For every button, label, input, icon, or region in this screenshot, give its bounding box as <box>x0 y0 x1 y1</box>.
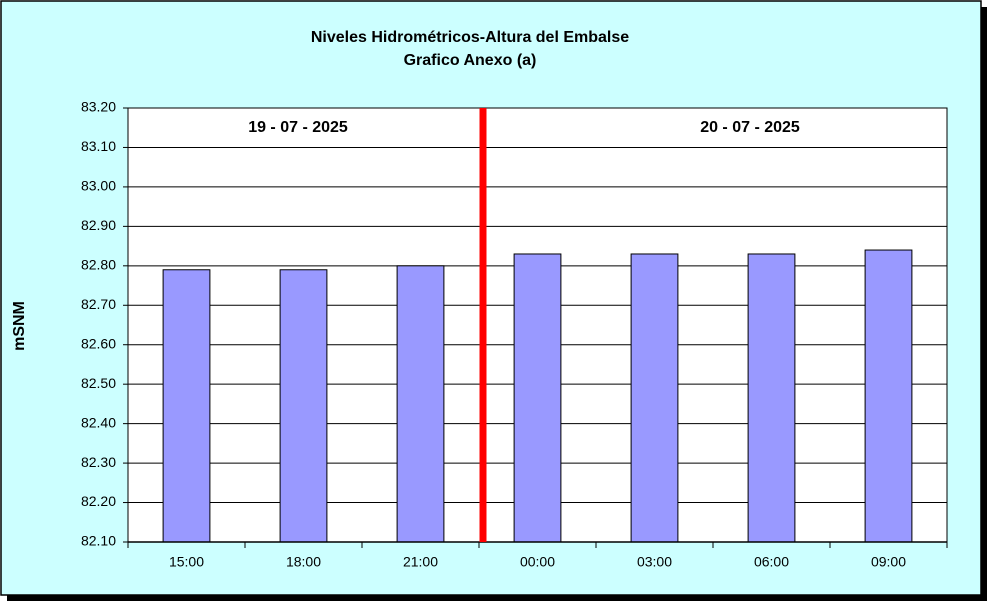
y-tick-label: 83.00 <box>81 178 116 194</box>
y-tick-label: 82.90 <box>81 217 116 233</box>
y-tick-label: 82.70 <box>81 296 116 312</box>
x-tick-label: 03:00 <box>637 554 672 570</box>
x-tick-label: 09:00 <box>871 554 906 570</box>
bar <box>747 253 796 543</box>
x-tick-label: 21:00 <box>403 554 438 570</box>
annotation: 20 - 07 - 2025 <box>700 119 800 136</box>
x-tick-label: 06:00 <box>754 554 789 570</box>
bar <box>396 265 445 543</box>
y-tick-label: 82.20 <box>81 493 116 509</box>
y-tick-label: 82.60 <box>81 335 116 351</box>
y-tick-label: 82.40 <box>81 414 116 430</box>
chart-subtitle: Grafico Anexo (a) <box>404 52 537 69</box>
annotation: 19 - 07 - 2025 <box>248 119 348 136</box>
y-tick-label: 83.20 <box>81 99 116 115</box>
y-tick-label: 82.80 <box>81 257 116 273</box>
x-tick-label: 18:00 <box>286 554 321 570</box>
bar <box>279 269 328 543</box>
y-tick-label: 83.10 <box>81 138 116 154</box>
x-tick-label: 15:00 <box>169 554 204 570</box>
bar <box>162 269 211 543</box>
y-tick-label: 82.30 <box>81 454 116 470</box>
y-tick-label: 82.50 <box>81 375 116 391</box>
y-tick-label: 82.10 <box>81 533 116 549</box>
bar <box>630 253 679 543</box>
x-tick-label: 00:00 <box>520 554 555 570</box>
chart-title: Niveles Hidrométricos-Altura del Embalse <box>311 29 629 46</box>
y-axis-label: mSNM <box>11 301 28 351</box>
bar <box>513 253 562 543</box>
bar <box>864 249 913 543</box>
